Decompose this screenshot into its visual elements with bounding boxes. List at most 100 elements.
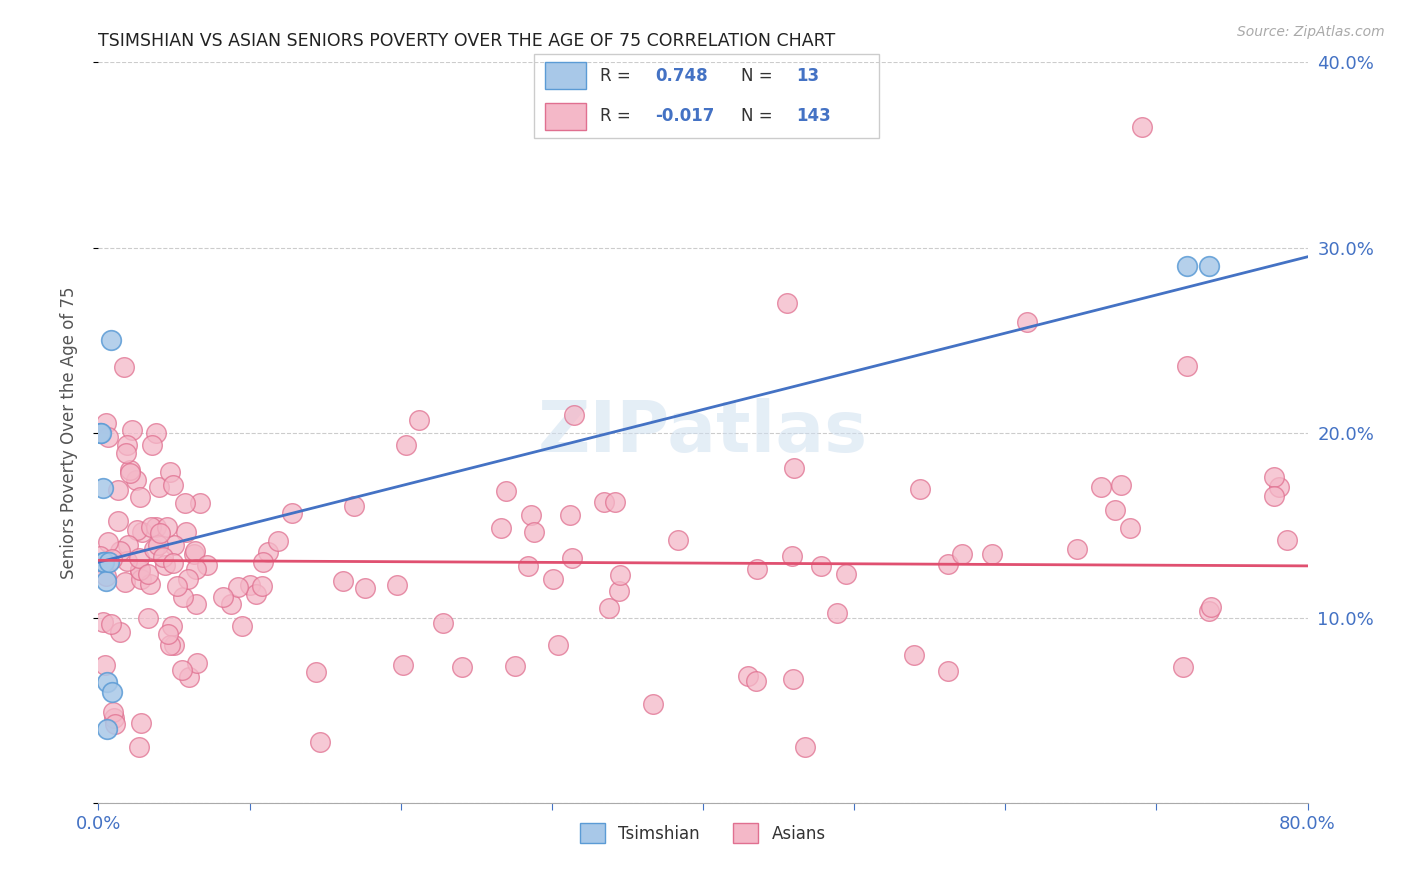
Point	[343, 500, 366, 514]
Point	[184, 544, 207, 558]
Point	[1109, 478, 1132, 492]
Point	[184, 562, 207, 576]
Point	[603, 495, 626, 509]
Point	[980, 547, 1002, 561]
Point	[747, 562, 769, 576]
Point	[354, 581, 377, 595]
Point	[125, 473, 148, 487]
Point	[609, 568, 631, 582]
Point	[93, 555, 115, 569]
Point	[94, 417, 117, 431]
Point	[305, 665, 328, 679]
Point	[903, 648, 925, 663]
Point	[96, 675, 118, 690]
Point	[94, 569, 117, 583]
Point	[332, 574, 354, 588]
Point	[794, 739, 817, 754]
Text: TSIMSHIAN VS ASIAN SENIORS POVERTY OVER THE AGE OF 75 CORRELATION CHART: TSIMSHIAN VS ASIAN SENIORS POVERTY OVER …	[98, 32, 835, 50]
Point	[666, 533, 689, 548]
Point	[560, 508, 582, 522]
Point	[112, 360, 135, 375]
Point	[90, 425, 112, 440]
Point	[239, 577, 262, 591]
Text: 13: 13	[796, 67, 820, 85]
Point	[177, 670, 200, 684]
Point	[141, 438, 163, 452]
Point	[173, 496, 195, 510]
Point	[114, 445, 136, 459]
Point	[1066, 542, 1088, 557]
Point	[1263, 470, 1285, 484]
Point	[211, 590, 233, 604]
Point	[129, 490, 152, 504]
Point	[1118, 521, 1140, 535]
Point	[104, 717, 127, 731]
Point	[1263, 489, 1285, 503]
Point	[744, 674, 766, 689]
Point	[177, 572, 200, 586]
Point	[131, 524, 153, 539]
Point	[107, 483, 129, 497]
Point	[100, 552, 122, 566]
Point	[120, 463, 142, 477]
Point	[128, 740, 150, 755]
Point	[98, 555, 121, 569]
Point	[267, 533, 290, 548]
Point	[184, 597, 207, 611]
Text: -0.017: -0.017	[655, 107, 714, 125]
Point	[495, 484, 517, 499]
Point	[547, 638, 569, 652]
Point	[775, 296, 797, 310]
Point	[129, 563, 152, 577]
Point	[129, 572, 152, 586]
Y-axis label: Seniors Poverty Over the Age of 75: Seniors Poverty Over the Age of 75	[59, 286, 77, 579]
Point	[174, 525, 197, 540]
Point	[226, 580, 249, 594]
Point	[256, 544, 278, 558]
Point	[245, 587, 267, 601]
Point	[162, 477, 184, 491]
Point	[152, 549, 174, 564]
Point	[408, 413, 430, 427]
Point	[149, 526, 172, 541]
Point	[1015, 314, 1038, 328]
Point	[146, 538, 169, 552]
Point	[139, 577, 162, 591]
Point	[117, 554, 139, 568]
Point	[136, 611, 159, 625]
Bar	[544, 103, 586, 130]
Point	[131, 715, 153, 730]
Point	[89, 549, 111, 563]
Point	[125, 524, 148, 538]
Point	[145, 520, 167, 534]
Point	[936, 558, 959, 572]
Text: R =: R =	[600, 107, 636, 125]
Point	[115, 438, 138, 452]
Point	[1268, 480, 1291, 494]
Point	[1198, 259, 1220, 273]
Point	[451, 660, 474, 674]
Point	[159, 465, 181, 479]
Point	[250, 579, 273, 593]
Point	[827, 606, 849, 620]
Point	[128, 550, 150, 565]
Point	[835, 567, 858, 582]
Legend: Tsimshian, Asians: Tsimshian, Asians	[574, 816, 832, 850]
Point	[142, 541, 165, 556]
Point	[91, 481, 114, 495]
Bar	[544, 62, 586, 89]
Point	[166, 579, 188, 593]
Point	[163, 638, 186, 652]
Point	[108, 544, 131, 558]
Point	[1175, 259, 1198, 273]
Point	[91, 555, 114, 569]
Text: Source: ZipAtlas.com: Source: ZipAtlas.com	[1237, 25, 1385, 39]
Point	[197, 558, 219, 573]
Point	[541, 572, 564, 586]
Point	[252, 555, 274, 569]
Point	[952, 547, 974, 561]
Point	[489, 520, 512, 534]
Point	[163, 538, 186, 552]
Point	[121, 423, 143, 437]
Point	[598, 601, 620, 615]
